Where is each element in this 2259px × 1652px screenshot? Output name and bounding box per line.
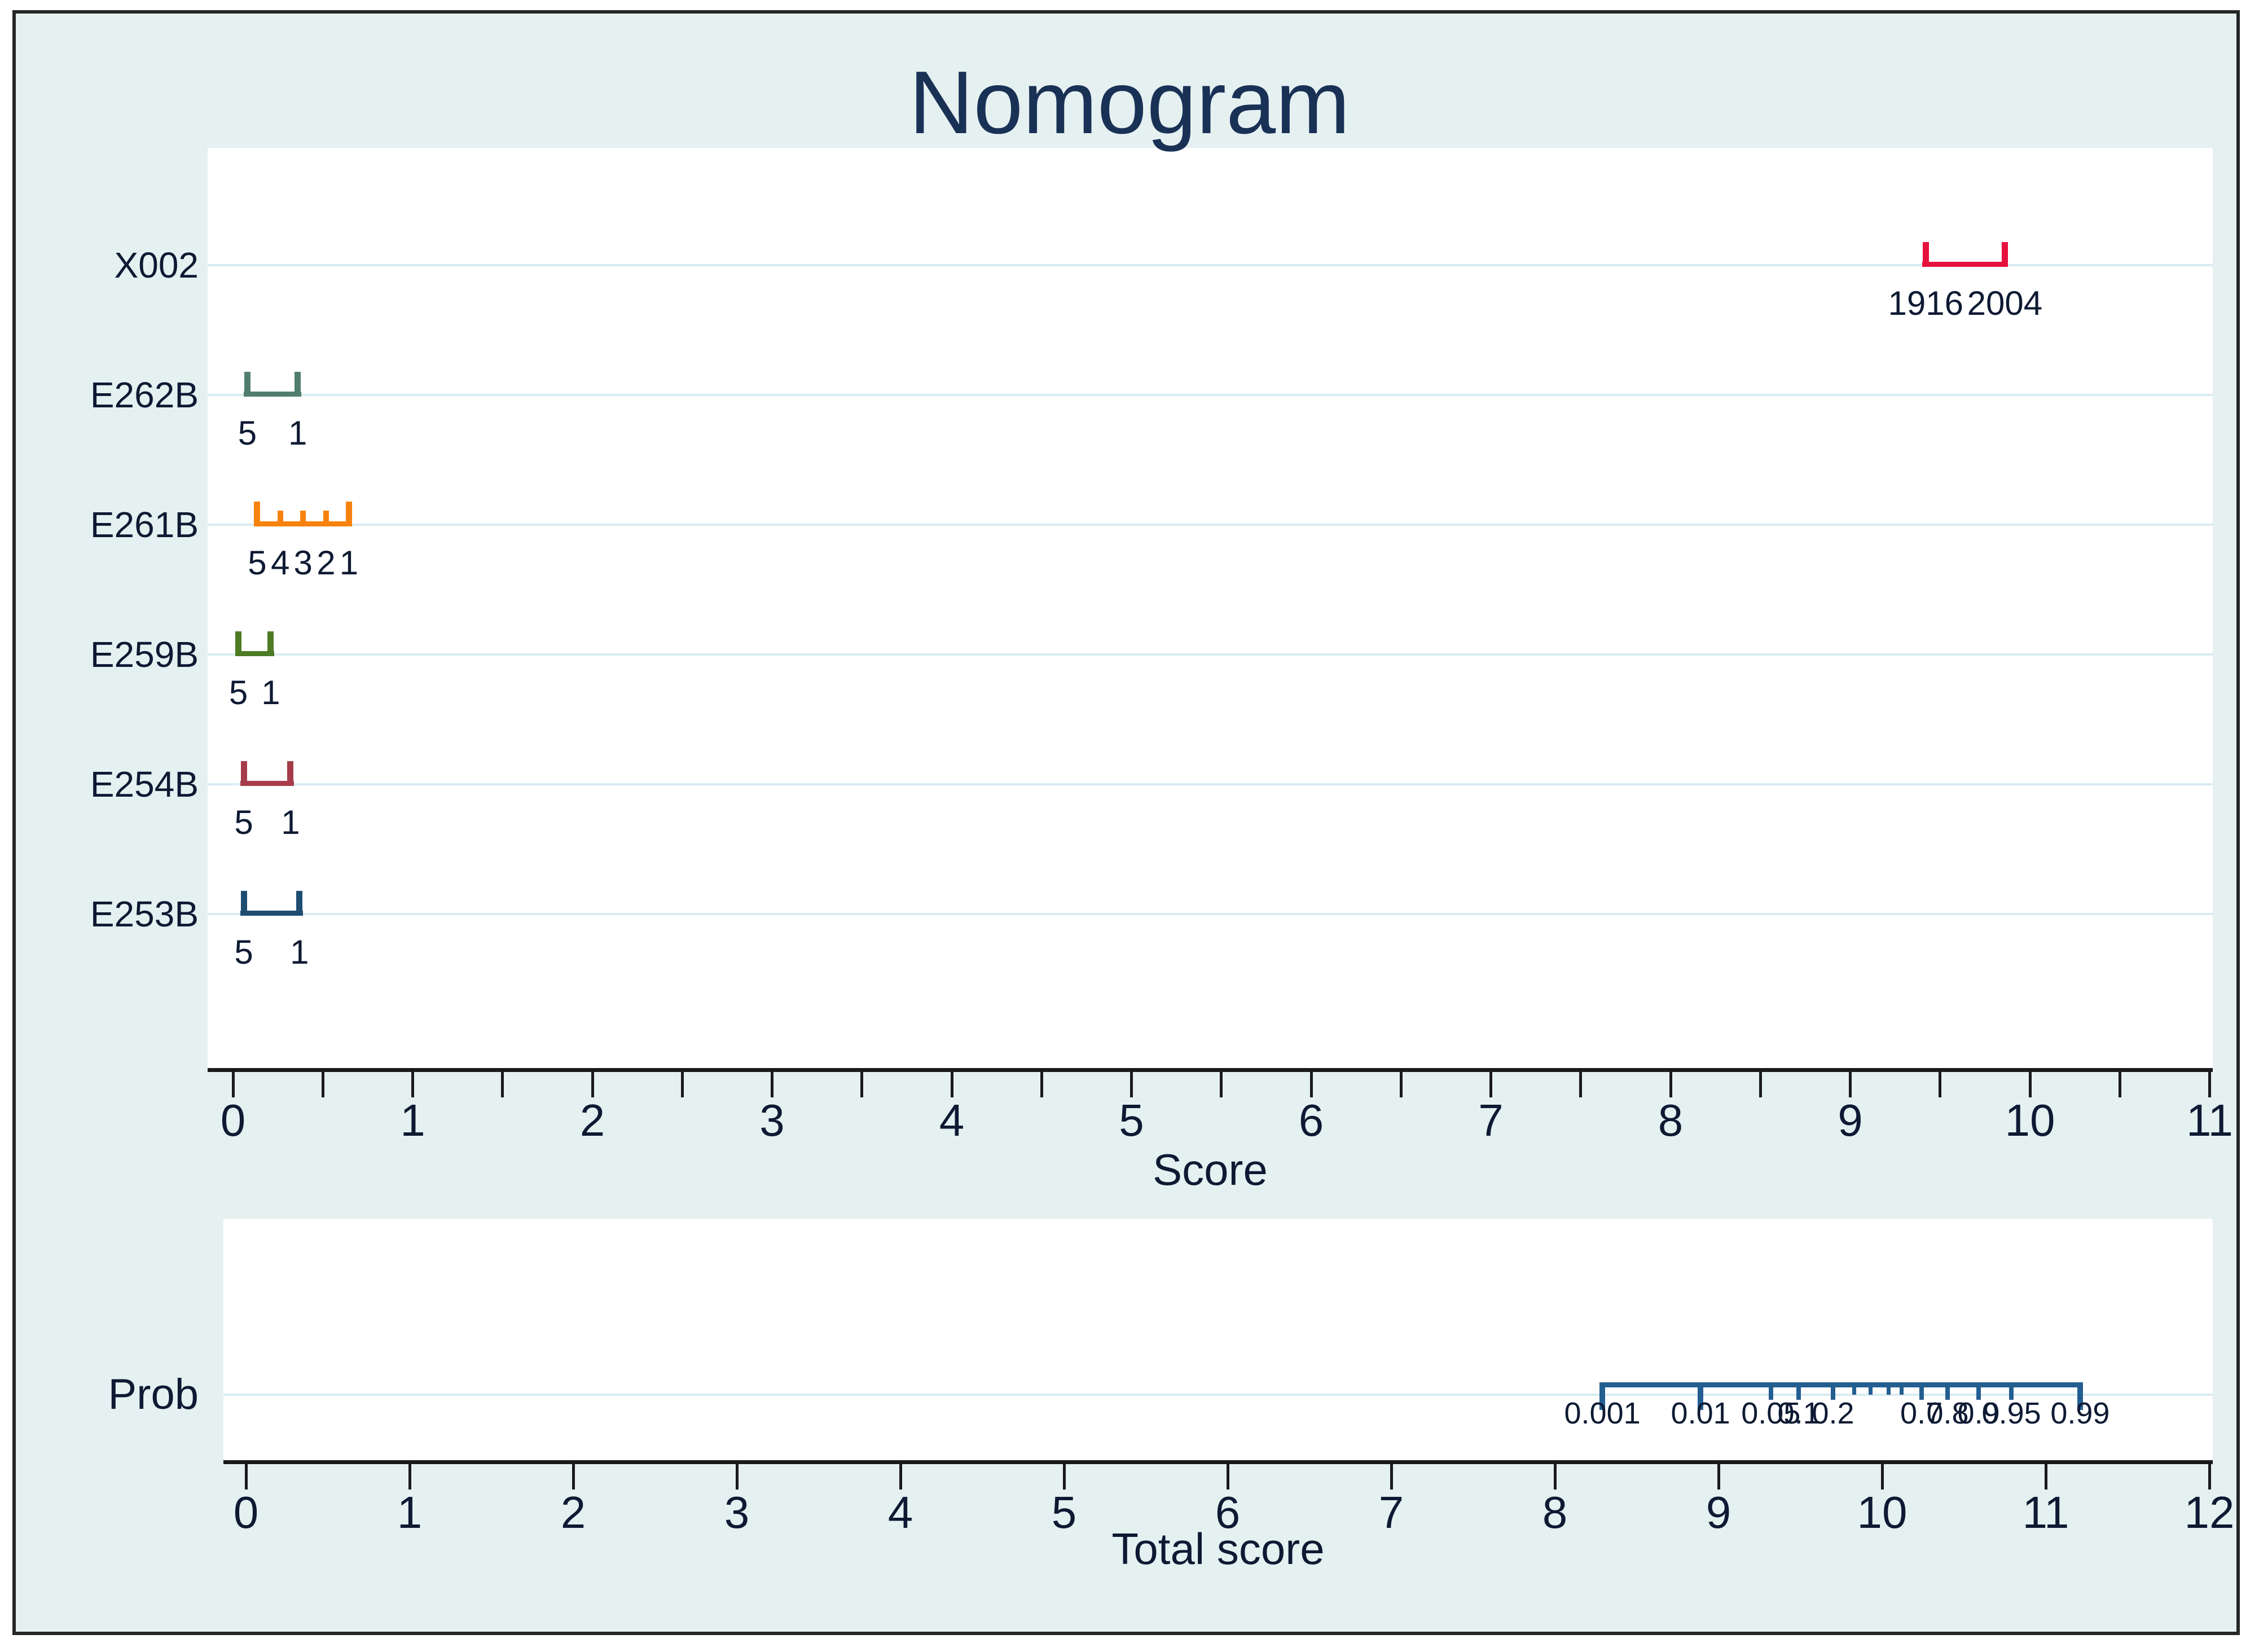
score-plot-area bbox=[208, 148, 2213, 1068]
chart-title: Nomogram bbox=[0, 52, 2259, 154]
prob-row-label: Prob bbox=[23, 1369, 199, 1420]
score-axis-title: Score bbox=[208, 1144, 2213, 1196]
total-score-axis-title: Total score bbox=[223, 1523, 2213, 1575]
prob-plot-area bbox=[223, 1219, 2213, 1460]
